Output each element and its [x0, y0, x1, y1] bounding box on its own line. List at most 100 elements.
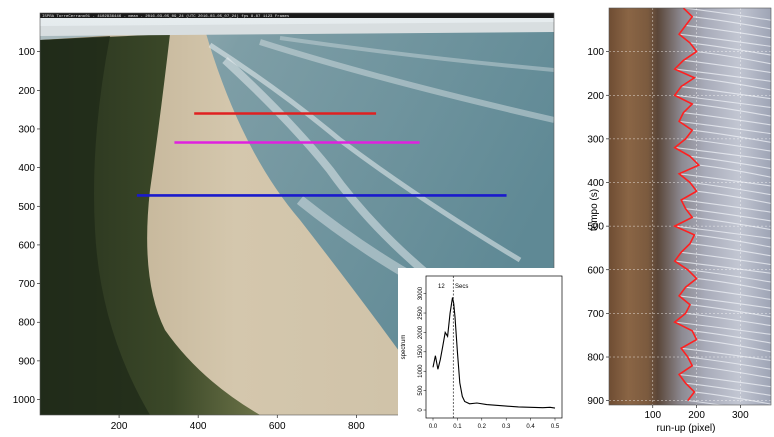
- swash-streak: [696, 190, 771, 204]
- swash-streak: [692, 129, 771, 143]
- swash-streak: [685, 24, 771, 39]
- panel-c-ytick-label: 300: [587, 134, 604, 145]
- swash-streak: [674, 225, 771, 239]
- panel-a-ytick-label: 200: [18, 86, 35, 97]
- swash-streak: [674, 68, 771, 82]
- panel-a-ytick-label: 500: [18, 202, 35, 213]
- swash-streak: [674, 321, 771, 335]
- panel-c-ytick-label: 600: [587, 265, 604, 276]
- swash-streak: [689, 304, 771, 318]
- panel-a-xtick-label: 400: [190, 421, 207, 432]
- timestack-xlabel: run-up (pixel): [657, 423, 716, 434]
- swash-streak: [685, 286, 771, 300]
- panel-a-xtick-label: 800: [348, 421, 365, 432]
- swash-streak: [692, 330, 771, 344]
- swash-streak: [685, 312, 771, 327]
- spectrum-xtick-label: 0.4: [526, 424, 535, 430]
- swash-streak: [674, 147, 771, 161]
- swash-streak: [678, 33, 771, 47]
- panel-c-ytick-label: 700: [587, 309, 604, 320]
- panel-a-frame: [39, 12, 555, 416]
- swash-streak: [694, 234, 771, 248]
- wave-foam-3: [259, 39, 554, 123]
- swash-streaks: [674, 8, 771, 405]
- swash-streak: [692, 365, 771, 379]
- pine-forest: [40, 36, 150, 415]
- spectrum-xtick-label: 0.5: [551, 424, 560, 430]
- panel-a-xtick-label: 600: [269, 421, 286, 432]
- swash-streak: [692, 16, 771, 30]
- wave-foam-1: [208, 42, 522, 263]
- runup-line: [672, 8, 701, 402]
- spectrum-annotation: 12: [438, 284, 445, 290]
- spectrum-ytick-label: 3000: [418, 286, 424, 300]
- panel-c-xtick-label: 200: [688, 410, 705, 421]
- spectrum-annotation-unit: Secs: [455, 284, 468, 290]
- swash-streak: [685, 208, 771, 222]
- spectrum-xtick-label: 0.2: [478, 424, 487, 430]
- panel-c-axes: 100 200 300 100 200 300 400 500 600 700 800 900: [587, 47, 749, 421]
- swash-streak: [681, 251, 771, 266]
- swash-streak: [678, 173, 771, 187]
- spectrum-ytick-label: 0: [418, 408, 424, 412]
- swash-streak: [689, 155, 771, 170]
- swash-streak: [674, 94, 771, 109]
- wave-foam-2: [222, 57, 463, 304]
- panel-a-ytick-label: 600: [18, 240, 35, 251]
- wave-foam-4: [279, 36, 554, 72]
- transect-lines: [136, 112, 507, 197]
- spectrum-frame: [425, 275, 563, 419]
- panel-c-ytick-label: 900: [587, 396, 604, 407]
- swash-streak: [687, 356, 771, 370]
- swash-streak: [681, 199, 771, 213]
- panel-c-xtick-label: 100: [644, 410, 661, 421]
- swash-streak: [681, 347, 771, 362]
- swash-streak: [683, 112, 771, 126]
- swash-streak: [678, 120, 771, 135]
- swash-streak: [689, 181, 771, 196]
- camera-banner: [40, 13, 554, 18]
- swash-streak: [678, 373, 771, 388]
- spectrum-ytick-label: 500: [418, 385, 424, 396]
- swash-streak: [683, 59, 771, 74]
- panel-c-xtick-label: 300: [732, 410, 749, 421]
- timestack-panel: [609, 8, 771, 405]
- timestack-image: [609, 8, 771, 405]
- spectrum-ytick-label: 1000: [418, 364, 424, 378]
- swash-streak: [692, 103, 771, 117]
- panel-a-ytick-label: 300: [18, 124, 35, 135]
- swash-streak: [692, 216, 771, 231]
- panel-a-ytick-label: 700: [18, 279, 35, 290]
- swash-streak: [685, 382, 771, 396]
- panel-a-xtick-label: 200: [111, 421, 128, 432]
- spectrum-xtick-label: 0.3: [502, 424, 511, 430]
- spectrum-inset-bg: [398, 268, 570, 434]
- swash-streak: [696, 51, 771, 65]
- panel-c-ytick-label: 200: [587, 91, 604, 102]
- spectrum-ylabel: spectrum: [401, 335, 407, 360]
- panel-c-ytick-label: 400: [587, 178, 604, 189]
- swash-streak: [696, 339, 771, 353]
- spectrum-xtick-label: 0.1: [453, 424, 462, 430]
- timestack-ylabel: tempo (s): [589, 189, 600, 231]
- swash-streak: [681, 85, 771, 100]
- swash-streak: [689, 243, 771, 257]
- panel-a-ytick-label: 1000: [13, 395, 36, 406]
- spectrum-ytick-label: 2500: [418, 306, 424, 320]
- panel-a-ytick-label: 800: [18, 318, 35, 329]
- swash-streak: [698, 164, 771, 178]
- swash-streak: [687, 400, 725, 405]
- swash-streak: [694, 77, 771, 91]
- panel-a-ytick-label: 400: [18, 163, 35, 174]
- camera-banner-text: ISPRA TorreCerrano01 - 4102836446 - mean…: [42, 14, 290, 19]
- swash-streak: [689, 42, 771, 56]
- spectrum-line: [432, 297, 556, 409]
- swash-streak: [674, 260, 771, 274]
- horizon-town: [40, 22, 554, 36]
- swash-streak: [687, 269, 771, 283]
- swash-streak: [694, 391, 771, 405]
- spectrum-axes: 0.0 0.1 0.2 0.3 0.4 0.5 0 500 1000 1500 2000 2500 30…: [418, 286, 560, 430]
- spectrum-xtick-label: 0.0: [429, 424, 438, 430]
- panel-a-ytick-label: 900: [18, 356, 35, 367]
